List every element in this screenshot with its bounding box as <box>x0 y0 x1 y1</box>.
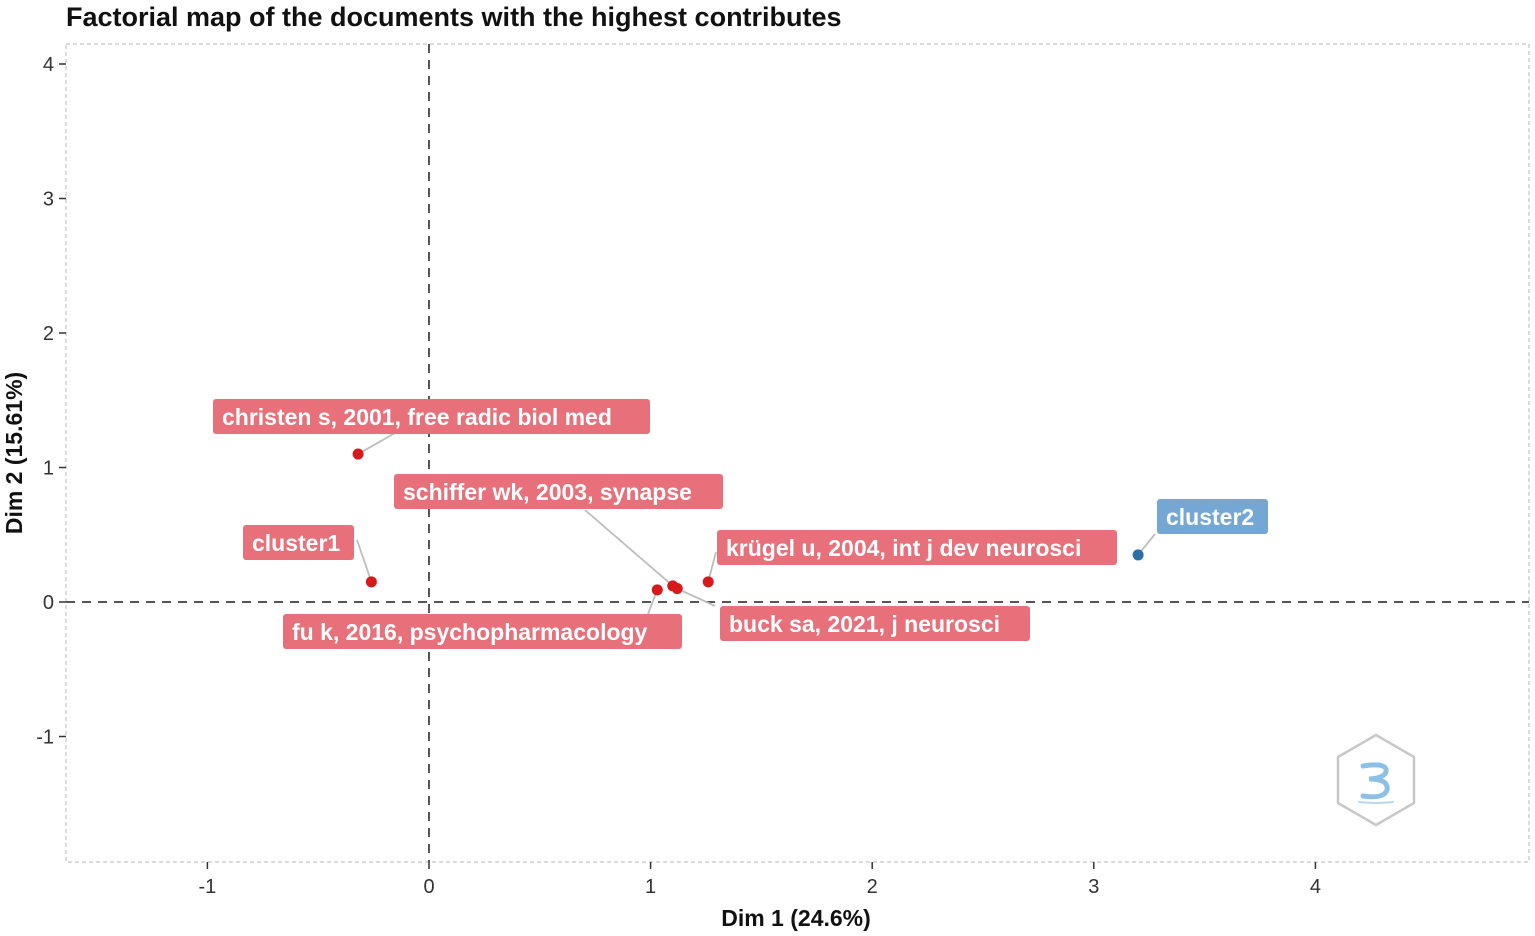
y-axis-title: Dim 2 (15.61%) <box>1 372 27 534</box>
x-tick-label: 4 <box>1310 876 1321 898</box>
label-leader-line <box>357 432 396 455</box>
point-label-box <box>720 606 1030 641</box>
data-point <box>365 576 377 588</box>
data-point <box>1132 549 1144 561</box>
x-tick-label: 2 <box>867 876 878 898</box>
point-label: krügel u, 2004, int j dev neurosci <box>726 535 1081 561</box>
point-label: cluster1 <box>252 530 340 556</box>
point-label: cluster2 <box>1166 504 1254 530</box>
chart-title: Factorial map of the documents with the … <box>66 2 842 32</box>
y-tick-label: -1 <box>36 727 54 749</box>
data-point <box>651 584 663 596</box>
y-tick-label: 1 <box>43 458 54 480</box>
data-point <box>352 448 364 460</box>
x-axis-title: Dim 1 (24.6%) <box>721 905 871 931</box>
point-label: schiffer wk, 2003, synapse <box>403 479 692 505</box>
x-tick-label: 0 <box>423 876 434 898</box>
label-leader-line <box>584 509 674 587</box>
x-tick-label: -1 <box>199 876 217 898</box>
point-label-box <box>213 399 650 434</box>
label-leader-line <box>676 587 716 607</box>
point-label-box <box>283 614 682 649</box>
data-point <box>671 583 683 595</box>
point-label: buck sa, 2021, j neurosci <box>729 611 1000 637</box>
plot-panel <box>65 43 1530 863</box>
x-tick-label: 1 <box>645 876 656 898</box>
data-point <box>702 576 714 588</box>
point-label-box <box>1157 499 1268 534</box>
y-tick-label: 4 <box>43 54 54 76</box>
y-tick-label: 0 <box>43 592 54 614</box>
point-label-box <box>717 530 1117 565</box>
point-label-box <box>243 525 354 560</box>
label-leader-line <box>356 539 373 583</box>
point-label: christen s, 2001, free radic biol med <box>222 404 612 430</box>
y-tick-label: 2 <box>43 323 54 345</box>
point-label-box <box>394 474 723 509</box>
logo-watermark <box>1333 732 1419 828</box>
x-tick-label: 3 <box>1088 876 1099 898</box>
y-tick-label: 3 <box>43 189 54 211</box>
point-label: fu k, 2016, psychopharmacology <box>292 619 648 645</box>
